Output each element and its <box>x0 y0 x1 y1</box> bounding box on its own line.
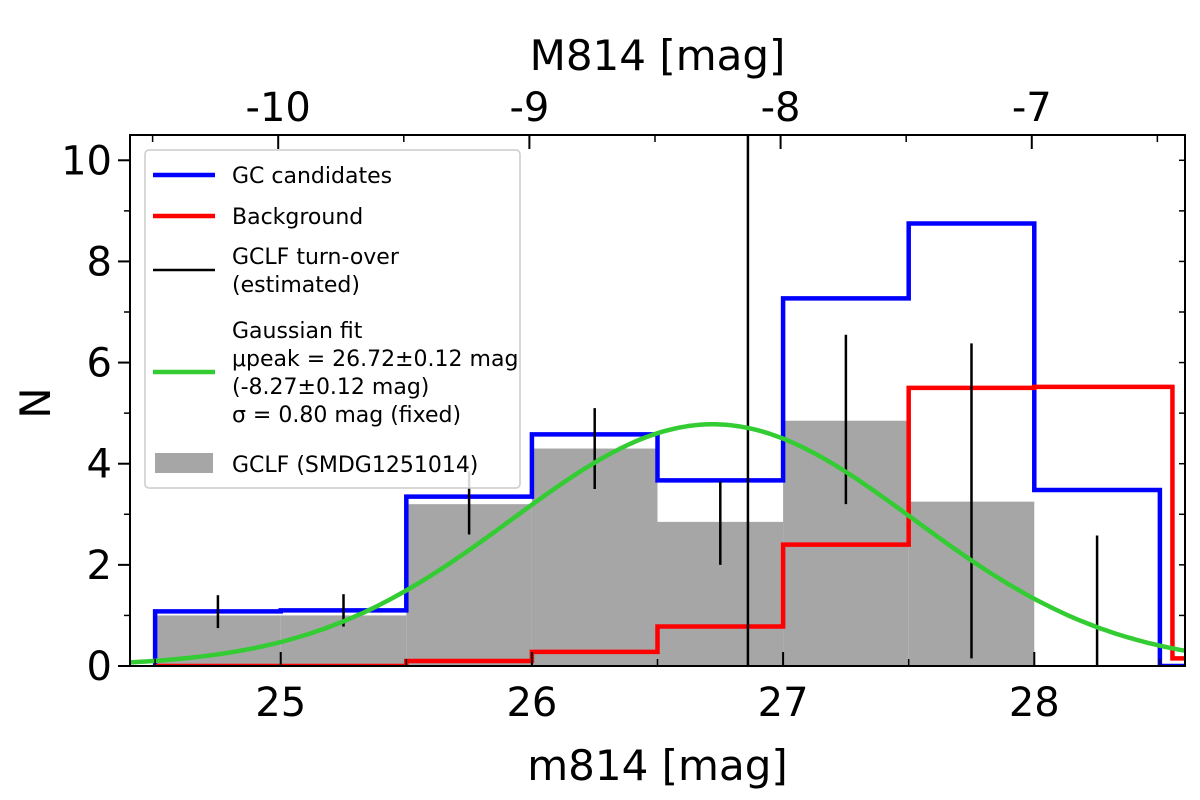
x-tick-label: 25 <box>255 680 306 726</box>
legend-box <box>144 149 521 489</box>
top-axis-label: M814 [mag] <box>530 31 786 80</box>
legend-label: GCLF turn-over <box>232 245 400 270</box>
gaussian-fit-curve <box>130 422 1185 665</box>
error-bars-layer <box>216 334 1099 666</box>
legend-label: Background <box>232 205 363 230</box>
y-tick-label: 10 <box>61 138 112 184</box>
top-tick-label: -8 <box>761 85 801 131</box>
gc-candidates-series-line <box>152 221 1185 666</box>
top-tick-label: -9 <box>509 85 549 131</box>
axes-layer: 25 26 27 28 0 2 4 6 8 10 -10 -9 -8 -7 m814 [mag] M814 [… <box>11 31 1186 790</box>
legend: GC candidates Background GCLF turn-over (es… <box>144 149 521 489</box>
top-tick-label: -7 <box>1012 85 1052 131</box>
y-tick-label: 8 <box>87 239 112 285</box>
y-axis-label: N <box>11 387 60 418</box>
x-tick-label: 26 <box>506 680 557 726</box>
x-tick-label: 28 <box>1009 680 1060 726</box>
y-tick-label: 0 <box>87 644 112 690</box>
legend-label: Gaussian fit <box>232 319 363 344</box>
y-tick-label: 4 <box>87 442 112 488</box>
legend-label: μpeak = 26.72±0.12 mag <box>232 347 518 372</box>
legend-label: GCLF (SMDG1251014) <box>232 453 478 478</box>
top-tick-label: -10 <box>246 85 311 131</box>
legend-patch <box>155 453 213 473</box>
x-axis-label: m814 [mag] <box>527 741 788 790</box>
x-tick-label: 27 <box>758 680 809 726</box>
legend-label: GC candidates <box>232 164 392 189</box>
y-tick-label: 2 <box>87 543 112 589</box>
y-tick-label: 6 <box>87 341 112 387</box>
legend-label: σ = 0.80 mag (fixed) <box>232 403 461 428</box>
gaussian-fit-layer <box>130 422 1185 665</box>
legend-label: (estimated) <box>232 273 360 298</box>
legend-label: (-8.27±0.12 mag) <box>232 375 429 400</box>
